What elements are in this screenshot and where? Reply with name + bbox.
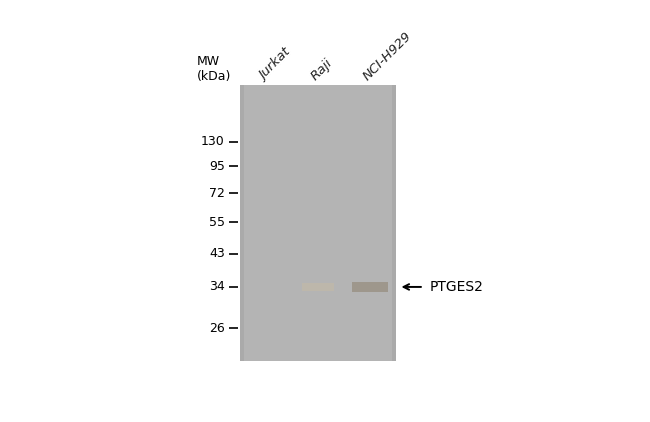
Bar <box>302 283 334 291</box>
Bar <box>240 85 244 361</box>
Text: MW
(kDa): MW (kDa) <box>197 55 231 83</box>
Text: Raji: Raji <box>309 57 335 83</box>
Text: 34: 34 <box>209 281 225 293</box>
Bar <box>392 85 396 361</box>
Text: 72: 72 <box>209 187 225 200</box>
Text: PTGES2: PTGES2 <box>430 280 484 294</box>
Text: 43: 43 <box>209 247 225 260</box>
Text: NCI-H929: NCI-H929 <box>361 30 415 83</box>
Text: Jurkat: Jurkat <box>257 46 293 83</box>
Text: 26: 26 <box>209 322 225 335</box>
Text: 55: 55 <box>209 216 225 229</box>
Text: 95: 95 <box>209 160 225 173</box>
Text: 130: 130 <box>201 135 225 149</box>
Bar <box>352 282 388 292</box>
Bar <box>240 85 396 361</box>
